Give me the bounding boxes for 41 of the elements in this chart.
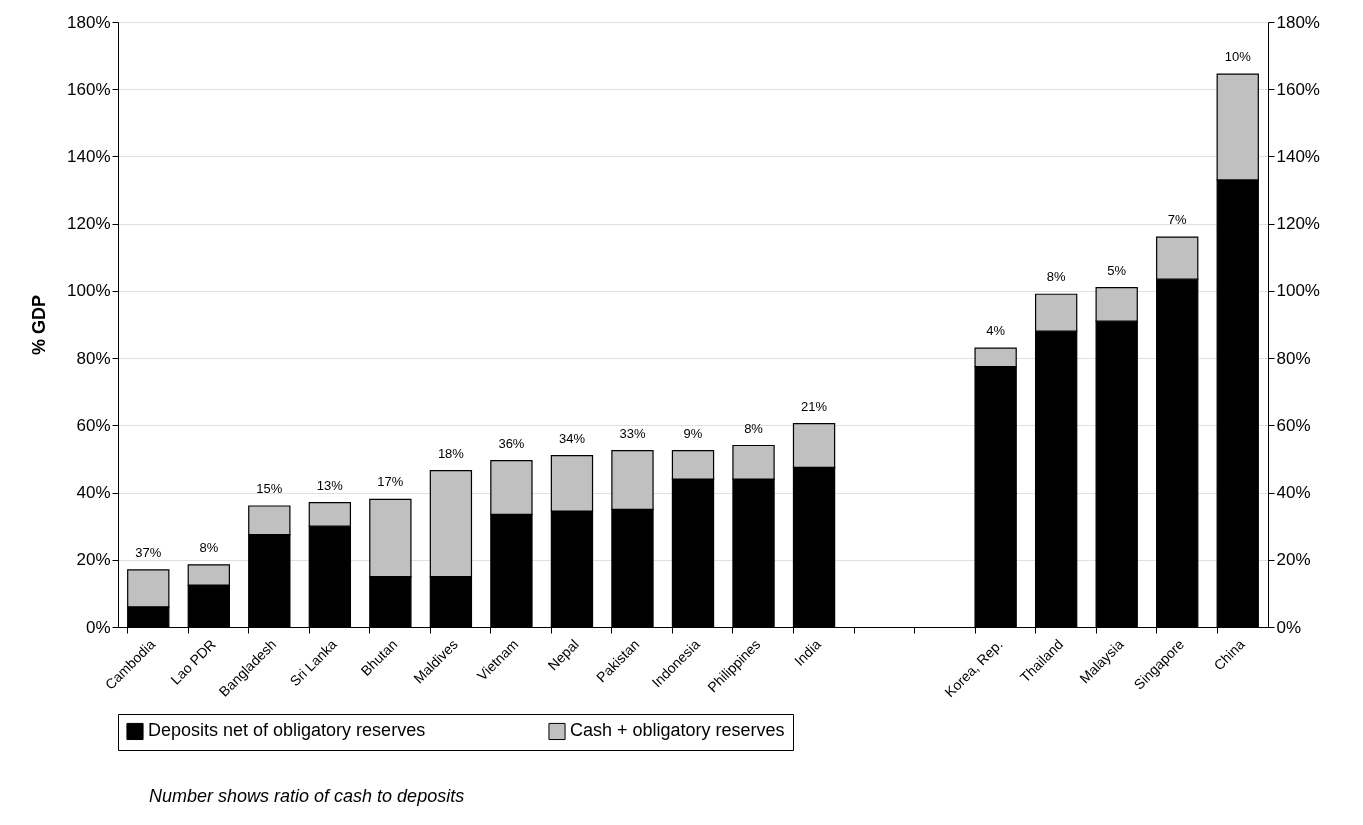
annotation: 9% [683, 425, 703, 441]
annotation: 15% [256, 481, 283, 496]
y-tick-label: 160% [67, 79, 111, 99]
y2-tick-label: 0% [1276, 617, 1302, 637]
y-tick-label: 120% [67, 214, 111, 234]
y2-tick-label: 180% [1276, 12, 1320, 32]
annotation: 10% [1224, 49, 1252, 65]
annotation: 18% [437, 445, 465, 461]
y2-tick-label: 20% [1276, 550, 1311, 570]
annotation: 17% [377, 474, 404, 490]
y-axis-title: % GDP [29, 294, 50, 356]
y-tick-label: 0% [85, 617, 111, 637]
annotation: 8% [1046, 269, 1066, 285]
y-tick-label: 60% [76, 415, 111, 435]
y2-tick-label: 80% [1276, 348, 1311, 368]
y-tick-label: 20% [76, 550, 111, 570]
y2-tick-label: 140% [1276, 146, 1320, 166]
legend-label: Deposits net of obligatory reserves [148, 720, 426, 741]
y2-tick-label: 60% [1276, 415, 1311, 435]
y-tick-label: 40% [76, 483, 111, 503]
y-tick-label: 140% [67, 146, 111, 166]
y-tick-label: 180% [67, 12, 111, 32]
y2-tick-label: 120% [1276, 214, 1320, 234]
annotation: 5% [1107, 262, 1127, 278]
annotation: 36% [498, 435, 525, 451]
y-tick-label: 80% [76, 348, 111, 368]
annotation: 34% [558, 430, 586, 446]
annotation: 33% [619, 425, 646, 441]
annotation: 21% [801, 398, 828, 414]
annotation: 8% [744, 420, 764, 436]
legend-label: Cash + obligatory reserves [570, 720, 785, 741]
annotation: 8% [199, 539, 219, 555]
y-tick-label: 100% [67, 281, 111, 301]
annotation: 4% [986, 323, 1006, 339]
y2-tick-label: 100% [1276, 281, 1320, 301]
text: Number shows ratio of cash to deposits [149, 786, 465, 806]
annotation: 37% [135, 544, 162, 560]
annotation: 7% [1167, 212, 1188, 228]
y2-tick-label: 40% [1276, 483, 1311, 503]
y2-tick-label: 160% [1276, 79, 1320, 99]
annotation: 13% [316, 477, 344, 493]
